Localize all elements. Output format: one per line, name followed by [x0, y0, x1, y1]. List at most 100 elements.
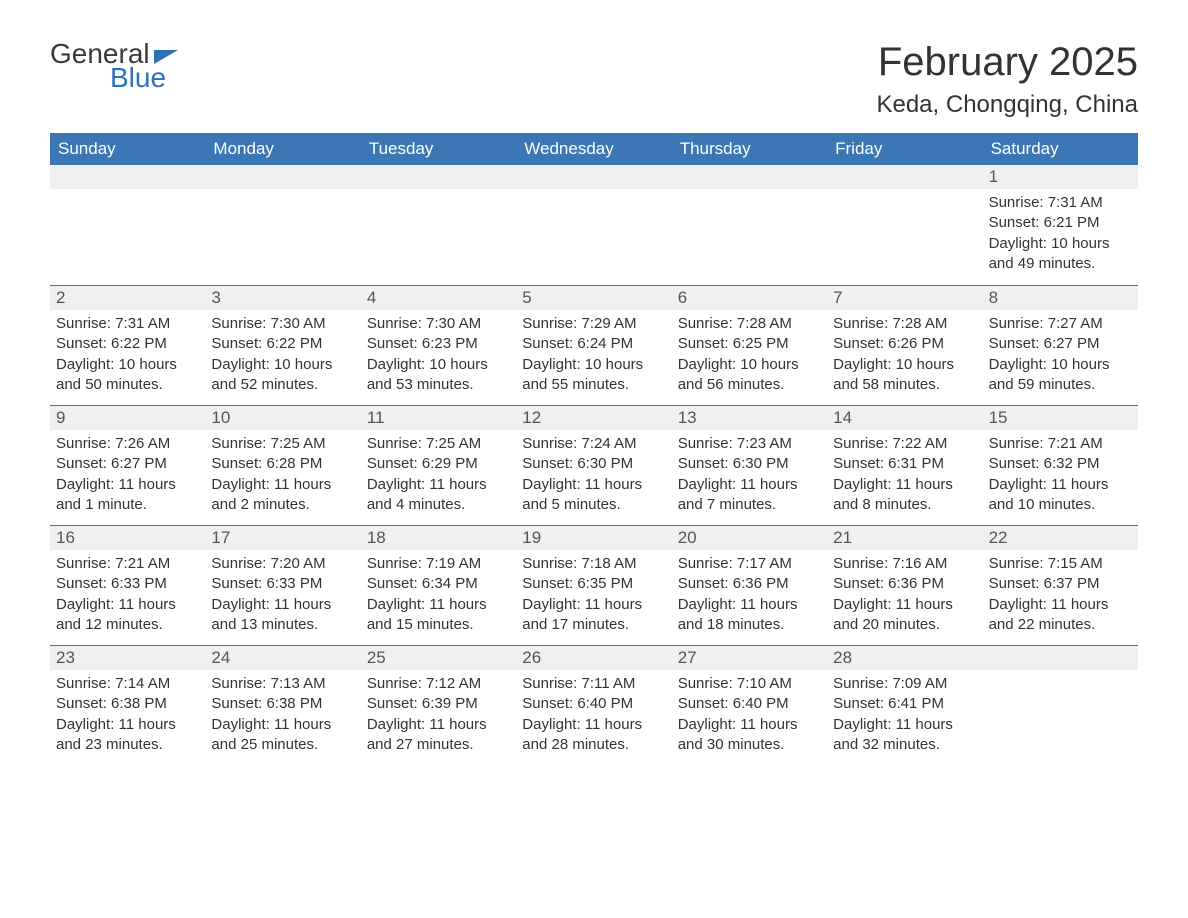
calendar-day-cell: 15Sunrise: 7:21 AMSunset: 6:32 PMDayligh… — [983, 405, 1138, 525]
day-details: Sunrise: 7:23 AMSunset: 6:30 PMDaylight:… — [672, 430, 827, 525]
sunrise-line: Sunrise: 7:25 AM — [367, 434, 510, 454]
sunset-line: Sunset: 6:37 PM — [989, 574, 1132, 594]
day-number: 10 — [205, 405, 360, 430]
calendar-day-cell: 3Sunrise: 7:30 AMSunset: 6:22 PMDaylight… — [205, 285, 360, 405]
day-details: Sunrise: 7:13 AMSunset: 6:38 PMDaylight:… — [205, 670, 360, 765]
sunset-line: Sunset: 6:39 PM — [367, 694, 510, 714]
sunrise-line: Sunrise: 7:31 AM — [56, 314, 199, 334]
sunrise-line: Sunrise: 7:14 AM — [56, 674, 199, 694]
calendar-day-cell: 17Sunrise: 7:20 AMSunset: 6:33 PMDayligh… — [205, 525, 360, 645]
daylight-line: Daylight: 10 hours and 50 minutes. — [56, 355, 199, 396]
calendar-day-cell: 22Sunrise: 7:15 AMSunset: 6:37 PMDayligh… — [983, 525, 1138, 645]
calendar-day-cell: 26Sunrise: 7:11 AMSunset: 6:40 PMDayligh… — [516, 645, 671, 765]
day-details: Sunrise: 7:30 AMSunset: 6:22 PMDaylight:… — [205, 310, 360, 405]
daylight-line: Daylight: 11 hours and 28 minutes. — [522, 715, 665, 756]
day-details: Sunrise: 7:09 AMSunset: 6:41 PMDaylight:… — [827, 670, 982, 765]
day-details: Sunrise: 7:25 AMSunset: 6:29 PMDaylight:… — [361, 430, 516, 525]
day-details: Sunrise: 7:31 AMSunset: 6:22 PMDaylight:… — [50, 310, 205, 405]
calendar-day-cell: 25 Sunrise: 7:12 AMSunset: 6:39 PMDayligh… — [361, 645, 516, 765]
calendar-empty-cell — [361, 165, 516, 285]
daylight-line: Daylight: 10 hours and 53 minutes. — [367, 355, 510, 396]
sunset-line: Sunset: 6:25 PM — [678, 334, 821, 354]
day-details: Sunrise: 7:30 AMSunset: 6:23 PMDaylight:… — [361, 310, 516, 405]
weekday-header: Tuesday — [361, 133, 516, 165]
calendar-grid: SundayMondayTuesdayWednesdayThursdayFrid… — [50, 133, 1138, 765]
calendar-empty-cell — [827, 165, 982, 285]
calendar-empty-cell — [205, 165, 360, 285]
month-title: February 2025 — [876, 40, 1138, 85]
sunset-line: Sunset: 6:34 PM — [367, 574, 510, 594]
logo-text-bottom: Blue — [110, 64, 178, 92]
daylight-line: Daylight: 11 hours and 32 minutes. — [833, 715, 976, 756]
day-details: Sunrise: 7:27 AMSunset: 6:27 PMDaylight:… — [983, 310, 1138, 405]
sunset-line: Sunset: 6:22 PM — [56, 334, 199, 354]
day-number: 9 — [50, 405, 205, 430]
weekday-header: Wednesday — [516, 133, 671, 165]
calendar-day-cell: 24Sunrise: 7:13 AMSunset: 6:38 PMDayligh… — [205, 645, 360, 765]
day-number: 13 — [672, 405, 827, 430]
sunrise-line: Sunrise: 7:29 AM — [522, 314, 665, 334]
sunset-line: Sunset: 6:40 PM — [678, 694, 821, 714]
day-details: Sunrise: 7:31 AMSunset: 6:21 PMDaylight:… — [983, 189, 1138, 284]
day-details: Sunrise: 7:15 AMSunset: 6:37 PMDaylight:… — [983, 550, 1138, 645]
calendar-day-cell: 20Sunrise: 7:17 AMSunset: 6:36 PMDayligh… — [672, 525, 827, 645]
daylight-line: Daylight: 11 hours and 1 minute. — [56, 475, 199, 516]
calendar-day-cell: 4Sunrise: 7:30 AMSunset: 6:23 PMDaylight… — [361, 285, 516, 405]
weekday-header: Sunday — [50, 133, 205, 165]
day-details: Sunrise: 7:26 AMSunset: 6:27 PMDaylight:… — [50, 430, 205, 525]
daylight-line: Daylight: 10 hours and 52 minutes. — [211, 355, 354, 396]
sunset-line: Sunset: 6:26 PM — [833, 334, 976, 354]
calendar-day-cell: 14Sunrise: 7:22 AMSunset: 6:31 PMDayligh… — [827, 405, 982, 525]
sunset-line: Sunset: 6:38 PM — [56, 694, 199, 714]
daylight-line: Daylight: 11 hours and 13 minutes. — [211, 595, 354, 636]
day-details: Sunrise: 7:16 AMSunset: 6:36 PMDaylight:… — [827, 550, 982, 645]
daylight-line: Daylight: 11 hours and 22 minutes. — [989, 595, 1132, 636]
day-number: 22 — [983, 525, 1138, 550]
calendar-day-cell: 27Sunrise: 7:10 AMSunset: 6:40 PMDayligh… — [672, 645, 827, 765]
sunrise-line: Sunrise: 7:25 AM — [211, 434, 354, 454]
sunset-line: Sunset: 6:36 PM — [833, 574, 976, 594]
calendar-empty-cell — [672, 165, 827, 285]
weekday-header: Thursday — [672, 133, 827, 165]
day-number: 28 — [827, 645, 982, 670]
daylight-line: Daylight: 11 hours and 5 minutes. — [522, 475, 665, 516]
day-details: Sunrise: 7:21 AMSunset: 6:33 PMDaylight:… — [50, 550, 205, 645]
sunset-line: Sunset: 6:33 PM — [211, 574, 354, 594]
sunrise-line: Sunrise: 7:12 AM — [367, 674, 510, 694]
day-details: Sunrise: 7:28 AMSunset: 6:26 PMDaylight:… — [827, 310, 982, 405]
sunset-line: Sunset: 6:36 PM — [678, 574, 821, 594]
sunset-line: Sunset: 6:29 PM — [367, 454, 510, 474]
calendar-day-cell: 19Sunrise: 7:18 AMSunset: 6:35 PMDayligh… — [516, 525, 671, 645]
title-block: February 2025 Keda, Chongqing, China — [876, 40, 1138, 119]
day-number: 20 — [672, 525, 827, 550]
day-number: 25 — [361, 645, 516, 670]
sunrise-line: Sunrise: 7:30 AM — [211, 314, 354, 334]
day-number: 8 — [983, 285, 1138, 310]
day-number: 1 — [983, 165, 1138, 189]
daylight-line: Daylight: 10 hours and 59 minutes. — [989, 355, 1132, 396]
day-details: Sunrise: 7:28 AMSunset: 6:25 PMDaylight:… — [672, 310, 827, 405]
daylight-line: Daylight: 11 hours and 15 minutes. — [367, 595, 510, 636]
day-number: 19 — [516, 525, 671, 550]
day-number: 12 — [516, 405, 671, 430]
sunrise-line: Sunrise: 7:24 AM — [522, 434, 665, 454]
day-details: Sunrise: 7:25 AMSunset: 6:28 PMDaylight:… — [205, 430, 360, 525]
calendar-day-cell: 9Sunrise: 7:26 AMSunset: 6:27 PMDaylight… — [50, 405, 205, 525]
sunset-line: Sunset: 6:31 PM — [833, 454, 976, 474]
header: General Blue February 2025 Keda, Chongqi… — [50, 40, 1138, 119]
day-details: Sunrise: 7:21 AMSunset: 6:32 PMDaylight:… — [983, 430, 1138, 525]
daylight-line: Daylight: 11 hours and 27 minutes. — [367, 715, 510, 756]
sunrise-line: Sunrise: 7:28 AM — [678, 314, 821, 334]
day-number: 24 — [205, 645, 360, 670]
weekday-header: Friday — [827, 133, 982, 165]
calendar-day-cell: 13Sunrise: 7:23 AMSunset: 6:30 PMDayligh… — [672, 405, 827, 525]
sunset-line: Sunset: 6:41 PM — [833, 694, 976, 714]
day-number: 11 — [361, 405, 516, 430]
day-details: Sunrise: 7:24 AMSunset: 6:30 PMDaylight:… — [516, 430, 671, 525]
sunrise-line: Sunrise: 7:30 AM — [367, 314, 510, 334]
day-number: 16 — [50, 525, 205, 550]
day-number: 2 — [50, 285, 205, 310]
sunset-line: Sunset: 6:24 PM — [522, 334, 665, 354]
logo: General Blue — [50, 40, 178, 92]
calendar-empty-cell — [983, 645, 1138, 765]
